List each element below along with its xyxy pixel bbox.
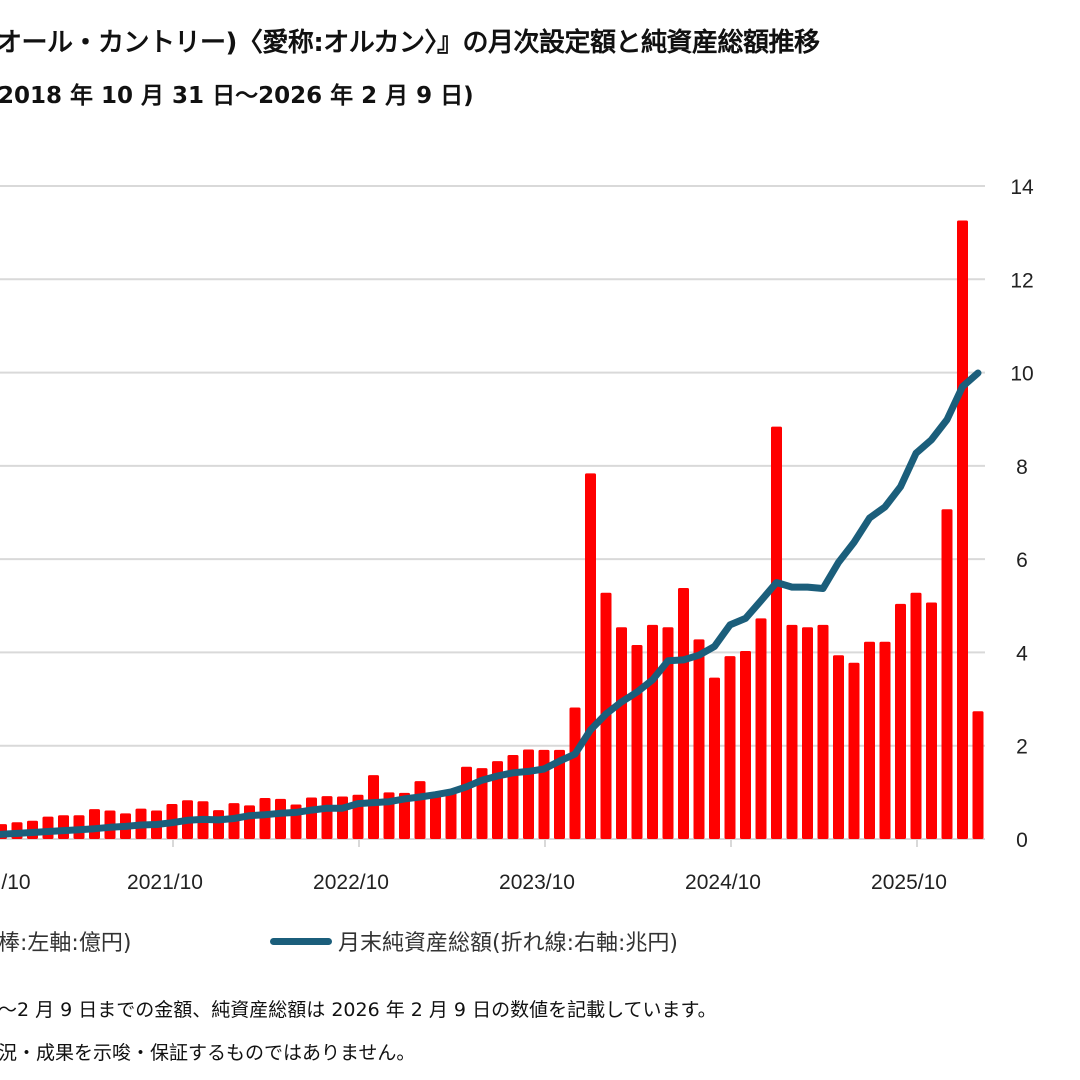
bar xyxy=(399,792,410,839)
footnote-1: ～2 月 9 日までの金額、純資産総額は 2026 年 2 月 9 日の数値を記… xyxy=(0,999,717,1021)
bar xyxy=(895,603,906,839)
bar xyxy=(755,618,767,839)
x-axis-ticks: /10 2021/10 2022/10 2023/10 2024/10 2025/10 xyxy=(1,839,947,894)
chart: 0 2 4 6 8 10 12 14 /10 2021/10 2022/10 2023/10 2024… xyxy=(0,176,1034,894)
legend-line-swatch xyxy=(270,937,332,945)
bar xyxy=(585,473,596,839)
bar xyxy=(709,677,720,839)
bar xyxy=(430,792,441,839)
bar xyxy=(631,644,643,839)
bar xyxy=(89,809,100,839)
bar xyxy=(213,810,224,839)
bar xyxy=(476,768,488,839)
bar xyxy=(864,641,875,839)
bar xyxy=(554,749,565,839)
bar xyxy=(848,662,860,839)
chart-title: オール・カントリー)〈愛称:オルカン〉』の月次設定額と純資産総額推移 xyxy=(0,28,820,58)
y-tick-label: 4 xyxy=(1016,642,1028,665)
bar xyxy=(802,627,813,839)
bar xyxy=(445,790,457,839)
bar xyxy=(678,588,689,839)
bar xyxy=(321,796,333,839)
bar xyxy=(616,627,627,839)
bar-series xyxy=(0,220,984,839)
bar xyxy=(693,639,705,839)
bar xyxy=(507,755,519,839)
bar xyxy=(259,797,271,839)
bar xyxy=(957,220,968,839)
net-assets-line xyxy=(0,369,982,838)
bar xyxy=(724,656,736,839)
bar xyxy=(771,426,782,839)
bar xyxy=(740,651,751,839)
x-tick-label: 2024/10 xyxy=(685,871,761,894)
y-tick-label: 12 xyxy=(1010,269,1033,292)
bar xyxy=(523,749,534,839)
x-tick-label: 2022/10 xyxy=(313,871,389,894)
bar xyxy=(910,592,922,839)
bar xyxy=(647,624,658,839)
bar xyxy=(662,627,674,839)
legend-bars: 棒:左軸:億円) xyxy=(0,925,131,957)
bar xyxy=(941,509,953,839)
gridlines xyxy=(0,185,985,840)
bar xyxy=(926,602,937,839)
chart-subtitle: 2018 年 10 月 31 日～2026 年 2 月 9 日) xyxy=(0,83,474,109)
bar xyxy=(786,624,798,839)
y-tick-label: 6 xyxy=(1016,549,1028,572)
y-tick-label: 2 xyxy=(1016,736,1028,759)
footnote-2: 況・成果を示唆・保証するものではありません。 xyxy=(0,1042,416,1064)
x-tick-label: 2025/10 xyxy=(871,871,947,894)
x-tick-label: 2023/10 xyxy=(499,871,575,894)
y-tick-label: 14 xyxy=(1010,176,1034,199)
bar xyxy=(306,797,317,839)
bar xyxy=(244,805,255,839)
legend-line-label: 月末純資産総額(折れ線:右軸:兆円) xyxy=(338,931,678,956)
bar xyxy=(879,641,891,839)
x-tick-label: 2021/10 xyxy=(127,871,203,894)
x-tick-label: /10 xyxy=(1,871,30,894)
bar xyxy=(368,775,379,839)
y-tick-label: 10 xyxy=(1010,363,1033,386)
bar xyxy=(817,624,829,839)
line-series xyxy=(0,369,982,838)
bar xyxy=(833,655,844,839)
bar xyxy=(461,766,472,839)
bar xyxy=(337,796,348,839)
y-tick-label: 8 xyxy=(1016,456,1028,479)
bar xyxy=(492,761,503,839)
bar xyxy=(414,781,426,839)
right-axis-ticks: 0 2 4 6 8 10 12 14 xyxy=(1010,176,1034,852)
legend-line: 月末純資産総額(折れ線:右軸:兆円) xyxy=(270,925,678,957)
legend-bars-label: 棒:左軸:億円) xyxy=(0,931,132,956)
bar xyxy=(972,711,984,839)
y-tick-label: 0 xyxy=(1016,829,1028,852)
bar xyxy=(569,707,581,839)
bar xyxy=(275,798,286,839)
